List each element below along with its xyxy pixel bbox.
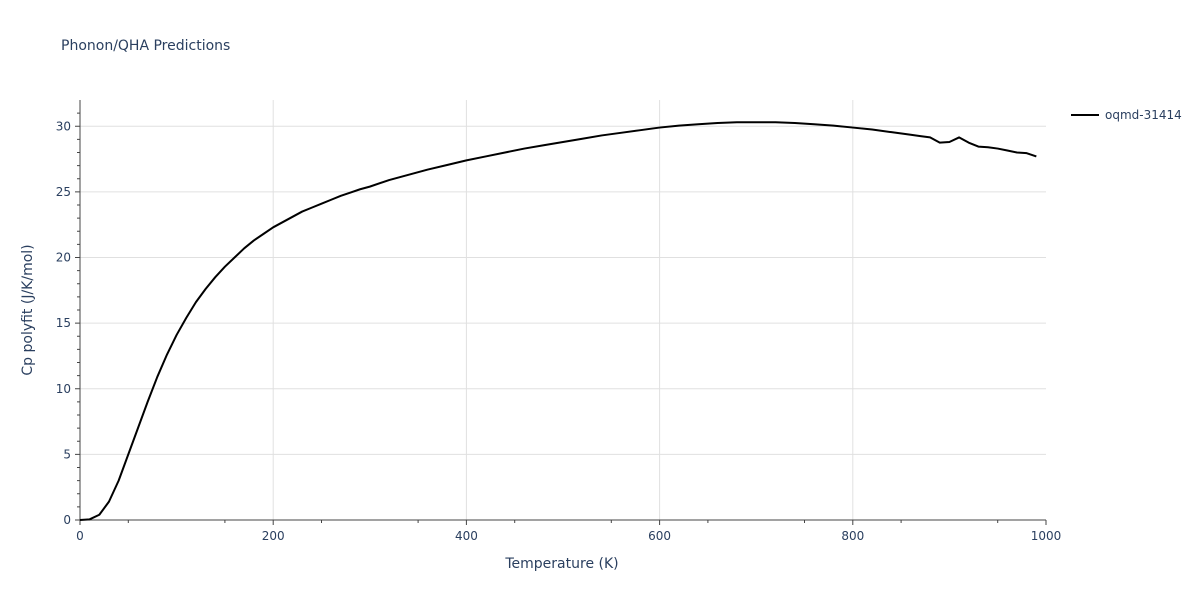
x-tick-label: 1000 — [1031, 529, 1062, 543]
y-tick-label: 5 — [63, 447, 71, 461]
x-axis-title: Temperature (K) — [504, 556, 618, 572]
x-tick-label: 200 — [262, 529, 285, 543]
series-layer — [79, 121, 1037, 521]
grid-layer — [80, 100, 1046, 520]
axes-layer — [79, 100, 1046, 521]
y-tick-label: 20 — [56, 251, 71, 265]
y-axis-title: Cp polyfit (J/K/mol) — [20, 244, 36, 375]
x-tick-label: 0 — [76, 529, 84, 543]
y-tick-label: 0 — [63, 513, 71, 527]
legend[interactable]: oqmd-31414 — [1071, 108, 1182, 122]
y-tick-label: 25 — [56, 185, 71, 199]
chart-title: Phonon/QHA Predictions — [61, 38, 230, 54]
ticks-layer: 0 5 10 15 20 25 30 0 200 400 600 800 1000 — [56, 112, 1062, 543]
y-tick-label: 15 — [56, 316, 71, 330]
x-tick-label: 800 — [841, 529, 864, 543]
y-tick-label: 10 — [56, 382, 71, 396]
series-line-0[interactable] — [79, 121, 1037, 521]
y-tick-label: 30 — [56, 119, 71, 133]
x-tick-label: 600 — [648, 529, 671, 543]
legend-label: oqmd-31414 — [1105, 108, 1182, 122]
x-tick-label: 400 — [455, 529, 478, 543]
